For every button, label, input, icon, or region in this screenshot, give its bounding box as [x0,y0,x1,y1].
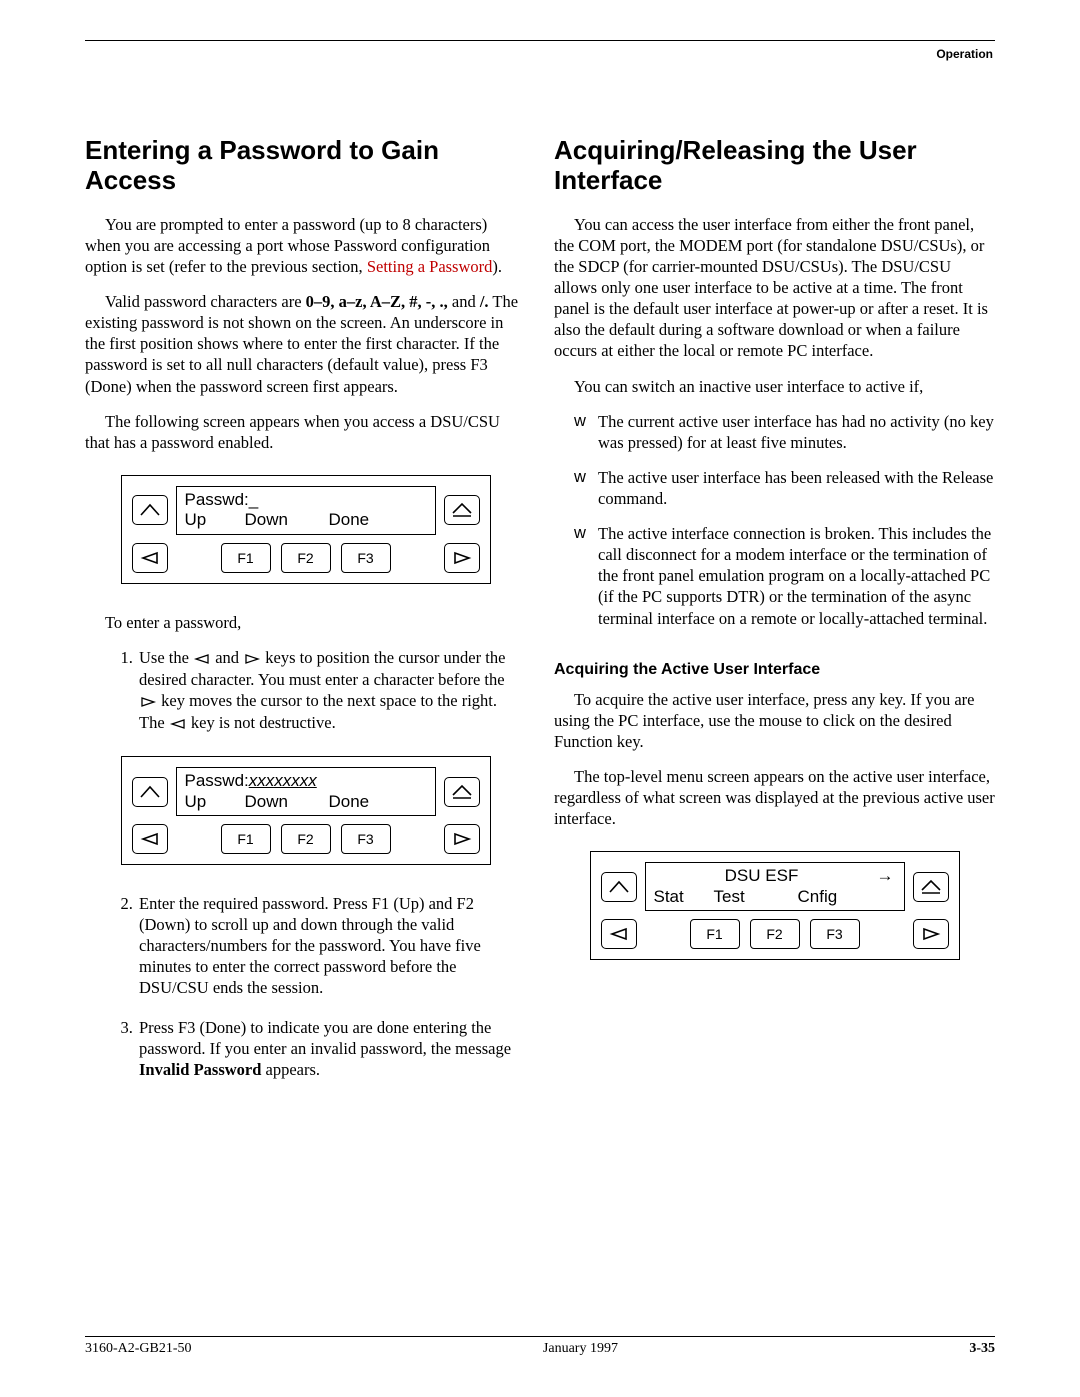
right-arrow-icon[interactable] [444,824,480,854]
page: Operation Entering a Password to Gain Ac… [0,0,1080,1397]
text: Invalid Password [139,1060,261,1079]
step-2: Enter the required password. Press F1 (U… [137,893,526,999]
left-arrow-icon[interactable] [132,543,168,573]
text: Press F3 (Done) to indicate you are done… [139,1018,511,1058]
lcd-label: Up [185,510,245,530]
lcd-title: DSU ESF [714,866,810,886]
f2-button[interactable]: F2 [750,919,800,949]
text: key is not destructive. [187,713,336,732]
steps-list: Use the and keys to position the cursor … [85,647,526,734]
header-rule [85,40,995,41]
header-label: Operation [85,47,995,61]
text: 0–9, a–z, A–Z, #, -, ., [306,292,448,311]
right-p3: To acquire the active user interface, pr… [554,689,995,752]
text: Valid password characters are [105,292,306,311]
lcd-label: Done [329,792,370,812]
text: xxxxxxxx [249,771,317,790]
lcd-top: Passwd:xxxxxxxx [185,771,427,791]
text: and [211,648,243,667]
right-p1: You can access the user interface from e… [554,214,995,362]
f3-button[interactable]: F3 [341,824,391,854]
footer: 3160-A2-GB21-50 January 1997 3-35 [85,1336,995,1357]
up-outline-icon[interactable] [132,777,168,807]
lcd-label: Test [714,887,798,907]
lcd-bottom: Up Down Done [185,792,427,812]
lcd-panel-1: Passwd:_ Up Down Done [121,475,491,584]
step-1: Use the and keys to position the cursor … [137,647,526,734]
up-bar-icon[interactable] [913,872,949,902]
lcd-top: DSU ESF → [654,866,896,886]
lcd-label: Up [185,792,245,812]
content-columns: Entering a Password to Gain Access You a… [85,136,995,1098]
lcd-label: Done [329,510,370,530]
up-outline-icon[interactable] [601,872,637,902]
footer-page: 3-35 [969,1341,995,1357]
footer-date: January 1997 [543,1341,618,1357]
lcd-label: Stat [654,887,714,907]
f3-button[interactable]: F3 [341,543,391,573]
footer-rule [85,1336,995,1337]
lcd-screen: DSU ESF → Stat Test Cnfig [645,862,905,911]
f1-button[interactable]: F1 [221,543,271,573]
lcd-panel-2: Passwd:xxxxxxxx Up Down Done [121,756,491,865]
lcd-panel-3: DSU ESF → Stat Test Cnfig [590,851,960,960]
step-3: Press F3 (Done) to indicate you are done… [137,1017,526,1080]
up-bar-icon[interactable] [444,495,480,525]
right-arrow-icon [139,691,157,712]
left-p3: The following screen appears when you ac… [85,411,526,453]
bullet-item: The current active user interface has ha… [574,411,995,453]
footer-doc-id: 3160-A2-GB21-50 [85,1341,192,1357]
bullet-item: The active interface connection is broke… [574,523,995,629]
left-title: Entering a Password to Gain Access [85,136,526,196]
text: and [448,292,480,311]
sub-heading: Acquiring the Active User Interface [554,661,995,679]
lcd-label: Down [245,792,329,812]
up-bar-icon[interactable] [444,777,480,807]
f2-button[interactable]: F2 [281,824,331,854]
lcd-bottom: Up Down Done [185,510,427,530]
left-p4: To enter a password, [85,612,526,633]
right-p4: The top-level menu screen appears on the… [554,766,995,829]
f1-button[interactable]: F1 [690,919,740,949]
right-arrow-icon [243,648,261,669]
left-arrow-icon [193,648,211,669]
up-outline-icon[interactable] [132,495,168,525]
text: Use the [139,648,193,667]
left-p1: You are prompted to enter a password (up… [85,214,526,277]
left-column: Entering a Password to Gain Access You a… [85,136,526,1098]
bullet-item: The active user interface has been relea… [574,467,995,509]
lcd-screen: Passwd:_ Up Down Done [176,486,436,535]
steps-list-cont: Enter the required password. Press F1 (U… [85,893,526,1080]
lcd-screen: Passwd:xxxxxxxx Up Down Done [176,767,436,816]
left-arrow-icon[interactable] [132,824,168,854]
left-arrow-icon[interactable] [601,919,637,949]
arrow-icon: → [810,866,896,886]
right-arrow-icon[interactable] [444,543,480,573]
text: Passwd: [185,771,249,790]
f3-button[interactable]: F3 [810,919,860,949]
f2-button[interactable]: F2 [281,543,331,573]
lcd-top: Passwd:_ [185,490,427,510]
right-title: Acquiring/Releasing the User Interface [554,136,995,196]
lcd-label: Down [245,510,329,530]
lcd-label: Cnfig [798,887,838,907]
right-column: Acquiring/Releasing the User Interface Y… [554,136,995,1098]
lcd-bottom: Stat Test Cnfig [654,887,896,907]
text: ). [492,257,502,276]
left-p2: Valid password characters are 0–9, a–z, … [85,291,526,397]
right-arrow-icon[interactable] [913,919,949,949]
link-setting-password[interactable]: Setting a Password [367,257,493,276]
right-p2: You can switch an inactive user interfac… [554,376,995,397]
text: /. [480,292,489,311]
bullet-list: The current active user interface has ha… [554,411,995,629]
left-arrow-icon [169,713,187,734]
f1-button[interactable]: F1 [221,824,271,854]
text: appears. [261,1060,320,1079]
